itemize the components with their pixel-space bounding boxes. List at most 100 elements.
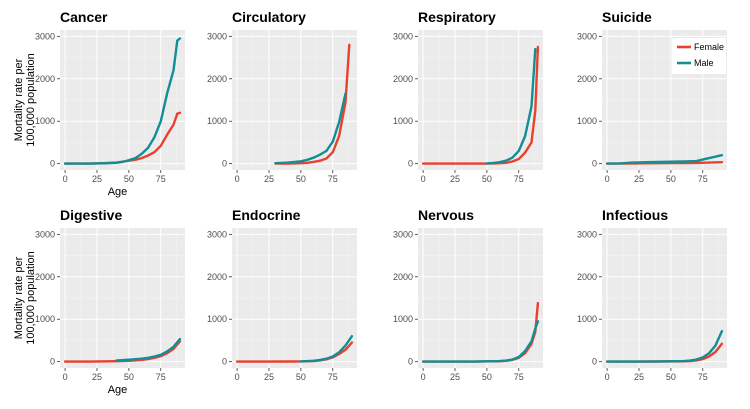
y-tick-label: 2000 bbox=[207, 74, 227, 84]
x-tick-label: 75 bbox=[328, 174, 338, 184]
x-tick-label: 0 bbox=[605, 174, 610, 184]
x-tick-label: 75 bbox=[328, 372, 338, 382]
x-tick-label: 25 bbox=[92, 174, 102, 184]
x-tick-label: 75 bbox=[698, 372, 708, 382]
x-tick-label: 75 bbox=[156, 174, 166, 184]
x-tick-label: 25 bbox=[264, 372, 274, 382]
series-line-female bbox=[421, 45, 540, 165]
x-tick-label: 50 bbox=[124, 174, 134, 184]
y-tick-label: 2000 bbox=[35, 272, 55, 282]
x-tick-label: 25 bbox=[634, 372, 644, 382]
panel-title: Infectious bbox=[602, 207, 668, 223]
x-tick-label: 25 bbox=[92, 372, 102, 382]
y-tick-label: 3000 bbox=[577, 31, 597, 41]
y-tick-label: 1000 bbox=[35, 314, 55, 324]
y-tick-label: 2000 bbox=[35, 74, 55, 84]
y-tick-label: 0 bbox=[592, 357, 597, 367]
y-tick-label: 1000 bbox=[577, 314, 597, 324]
x-tick-label: 75 bbox=[698, 174, 708, 184]
x-axis-label: Age bbox=[108, 186, 128, 198]
x-tick-label: 50 bbox=[296, 372, 306, 382]
panel-title: Respiratory bbox=[418, 9, 496, 25]
series-line-male bbox=[63, 37, 182, 165]
series-line-male bbox=[605, 153, 724, 165]
y-tick-label: 2000 bbox=[577, 272, 597, 282]
y-tick-label: 2000 bbox=[393, 74, 413, 84]
series-line-male bbox=[421, 320, 540, 363]
panel-respiratory: Respiratory 0 25 50 75 0 1000 2000 3000 bbox=[393, 9, 543, 184]
y-tick-label: 0 bbox=[408, 357, 413, 367]
x-tick-label: 25 bbox=[634, 174, 644, 184]
x-axis-label: Age bbox=[108, 384, 128, 396]
x-tick-label: 0 bbox=[63, 174, 68, 184]
legend-box bbox=[672, 38, 726, 74]
y-tick-label: 1000 bbox=[35, 116, 55, 126]
y-tick-label: 3000 bbox=[393, 31, 413, 41]
panel-cancer: Cancer 0 25 50 75 0 1000 2000 3000 Age Mortality r… bbox=[13, 9, 185, 198]
y-tick-label: 3000 bbox=[577, 229, 597, 239]
x-tick-label: 25 bbox=[450, 174, 460, 184]
y-tick-label: 2000 bbox=[393, 272, 413, 282]
y-tick-label: 0 bbox=[408, 159, 413, 169]
panel-title: Endocrine bbox=[232, 207, 301, 223]
x-tick-label: 50 bbox=[296, 174, 306, 184]
y-axis-label: Mortality rate per100,000 population bbox=[13, 53, 37, 147]
y-tick-label: 0 bbox=[222, 159, 227, 169]
panel-endocrine: Endocrine 0 25 50 75 0 1000 2000 3000 bbox=[207, 207, 357, 382]
y-tick-label: 2000 bbox=[577, 74, 597, 84]
y-axis-label: Mortality rate per100,000 population bbox=[13, 251, 37, 345]
y-tick-label: 0 bbox=[222, 357, 227, 367]
series-line-male bbox=[485, 47, 537, 165]
legend-label: Male bbox=[694, 58, 714, 68]
series-line-male bbox=[114, 338, 182, 362]
y-tick-label: 3000 bbox=[207, 229, 227, 239]
y-axis-label-line: 100,000 population bbox=[25, 251, 37, 345]
x-tick-label: 50 bbox=[666, 174, 676, 184]
y-tick-label: 0 bbox=[592, 159, 597, 169]
y-tick-label: 3000 bbox=[35, 229, 55, 239]
panel-digestive: Digestive 0 25 50 75 0 1000 2000 3000 Age Mortalit… bbox=[13, 207, 185, 396]
y-tick-label: 3000 bbox=[35, 31, 55, 41]
series-line-male bbox=[605, 329, 724, 363]
y-axis-label-line: 100,000 population bbox=[25, 53, 37, 147]
panel-nervous: Nervous 0 25 50 75 0 1000 2000 3000 bbox=[393, 207, 543, 382]
y-tick-label: 2000 bbox=[207, 272, 227, 282]
x-tick-label: 75 bbox=[514, 372, 524, 382]
y-tick-label: 1000 bbox=[577, 116, 597, 126]
x-tick-label: 0 bbox=[421, 372, 426, 382]
x-tick-label: 50 bbox=[666, 372, 676, 382]
y-tick-label: 3000 bbox=[207, 31, 227, 41]
panel-infectious: Infectious 0 25 50 75 0 1000 2000 3000 bbox=[577, 207, 727, 382]
y-tick-label: 0 bbox=[50, 357, 55, 367]
x-tick-label: 50 bbox=[482, 372, 492, 382]
x-tick-label: 50 bbox=[124, 372, 134, 382]
series-line-male bbox=[299, 335, 354, 363]
y-axis-label-line: Mortality rate per bbox=[13, 58, 25, 141]
y-axis-label-line: Mortality rate per bbox=[13, 256, 25, 339]
x-tick-label: 25 bbox=[450, 372, 460, 382]
x-tick-label: 0 bbox=[235, 372, 240, 382]
x-tick-label: 75 bbox=[156, 372, 166, 382]
panel-title: Digestive bbox=[60, 207, 122, 223]
series-line-female bbox=[274, 43, 351, 165]
panel-title: Suicide bbox=[602, 9, 652, 25]
x-tick-label: 75 bbox=[514, 174, 524, 184]
x-tick-label: 0 bbox=[605, 372, 610, 382]
panel-title: Nervous bbox=[418, 207, 474, 223]
x-tick-label: 25 bbox=[264, 174, 274, 184]
panel-suicide: Suicide 0 25 50 75 0 1000 2000 3000 bbox=[577, 9, 727, 184]
panel-title: Cancer bbox=[60, 9, 108, 25]
x-tick-label: 0 bbox=[63, 372, 68, 382]
y-tick-label: 0 bbox=[50, 159, 55, 169]
series-line-female bbox=[63, 340, 182, 363]
panel-circulatory: Circulatory 0 25 50 75 0 1000 2000 3000 bbox=[207, 9, 357, 184]
y-tick-label: 1000 bbox=[393, 314, 413, 324]
legend: Female Male bbox=[672, 38, 726, 74]
y-tick-label: 1000 bbox=[207, 314, 227, 324]
y-tick-label: 1000 bbox=[207, 116, 227, 126]
panel-title: Circulatory bbox=[232, 9, 306, 25]
y-tick-label: 1000 bbox=[393, 116, 413, 126]
x-tick-label: 50 bbox=[482, 174, 492, 184]
x-tick-label: 0 bbox=[421, 174, 426, 184]
